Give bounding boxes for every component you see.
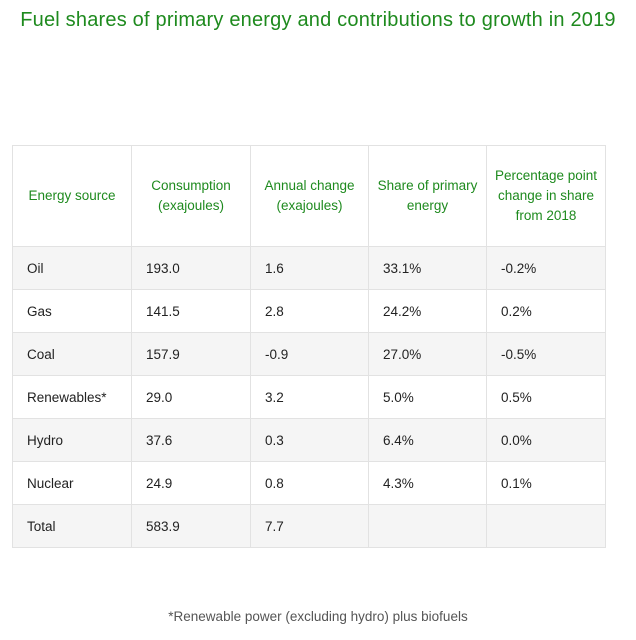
cell-pp-change: 0.5%: [486, 375, 606, 419]
cell-annual-change: 3.2: [250, 375, 369, 419]
cell-source: Nuclear: [12, 461, 132, 505]
table-row: Nuclear 24.9 0.8 4.3% 0.1%: [12, 461, 606, 505]
cell-annual-change: 0.8: [250, 461, 369, 505]
cell-share: 33.1%: [368, 246, 487, 290]
cell-source: Oil: [12, 246, 132, 290]
cell-consumption: 29.0: [131, 375, 251, 419]
header-energy-source: Energy source: [12, 145, 132, 247]
cell-share: 6.4%: [368, 418, 487, 462]
cell-consumption: 157.9: [131, 332, 251, 376]
header-consumption: Consumption (exajoules): [131, 145, 251, 247]
cell-share: 27.0%: [368, 332, 487, 376]
table-row: Coal 157.9 -0.9 27.0% -0.5%: [12, 332, 606, 376]
cell-share: 4.3%: [368, 461, 487, 505]
cell-consumption: 37.6: [131, 418, 251, 462]
cell-source: Total: [12, 504, 132, 548]
cell-annual-change: 1.6: [250, 246, 369, 290]
table-row: Renewables* 29.0 3.2 5.0% 0.5%: [12, 375, 606, 419]
table-row: Hydro 37.6 0.3 6.4% 0.0%: [12, 418, 606, 462]
cell-consumption: 193.0: [131, 246, 251, 290]
header-pp-change: Percentage point change in share from 20…: [486, 145, 606, 247]
cell-share: 24.2%: [368, 289, 487, 333]
header-annual-change: Annual change (exajoules): [250, 145, 369, 247]
table-header-row: Energy source Consumption (exajoules) An…: [12, 145, 606, 247]
page-title: Fuel shares of primary energy and contri…: [20, 9, 616, 31]
energy-table: Energy source Consumption (exajoules) An…: [12, 145, 606, 548]
cell-consumption: 583.9: [131, 504, 251, 548]
table-row: Oil 193.0 1.6 33.1% -0.2%: [12, 246, 606, 290]
cell-share: [368, 504, 487, 548]
header-share: Share of primary energy: [368, 145, 487, 247]
cell-pp-change: -0.2%: [486, 246, 606, 290]
table-row-total: Total 583.9 7.7: [12, 504, 606, 548]
cell-pp-change: [486, 504, 606, 548]
cell-pp-change: 0.1%: [486, 461, 606, 505]
cell-pp-change: 0.0%: [486, 418, 606, 462]
cell-annual-change: -0.9: [250, 332, 369, 376]
cell-annual-change: 2.8: [250, 289, 369, 333]
cell-annual-change: 7.7: [250, 504, 369, 548]
cell-pp-change: -0.5%: [486, 332, 606, 376]
cell-source: Renewables*: [12, 375, 132, 419]
energy-table-container: Energy source Consumption (exajoules) An…: [12, 145, 606, 548]
cell-pp-change: 0.2%: [486, 289, 606, 333]
cell-consumption: 141.5: [131, 289, 251, 333]
cell-source: Hydro: [12, 418, 132, 462]
cell-source: Gas: [12, 289, 132, 333]
cell-source: Coal: [12, 332, 132, 376]
cell-consumption: 24.9: [131, 461, 251, 505]
footnote: *Renewable power (excluding hydro) plus …: [168, 609, 468, 624]
cell-annual-change: 0.3: [250, 418, 369, 462]
cell-share: 5.0%: [368, 375, 487, 419]
table-row: Gas 141.5 2.8 24.2% 0.2%: [12, 289, 606, 333]
